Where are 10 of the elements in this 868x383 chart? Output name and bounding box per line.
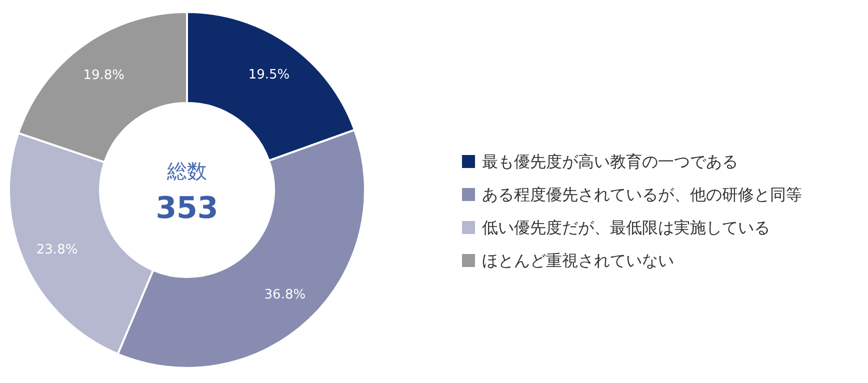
legend-label: 低い優先度だが、最低限は実施している xyxy=(482,218,770,237)
text: 353 xyxy=(156,191,218,226)
data-label: 36.8% xyxy=(264,287,306,302)
data-label: 23.8% xyxy=(36,242,78,258)
legend-label: ほとんど重視されていない xyxy=(482,251,674,270)
legend-label: 最も優先度が高い教育の一つである xyxy=(482,152,738,171)
legend-label: ある程度優先されているが、他の研修と同等 xyxy=(482,185,802,204)
data-label: 19.8% xyxy=(83,68,125,84)
text: 総数 xyxy=(166,159,207,183)
data-label: 19.5% xyxy=(248,67,290,82)
